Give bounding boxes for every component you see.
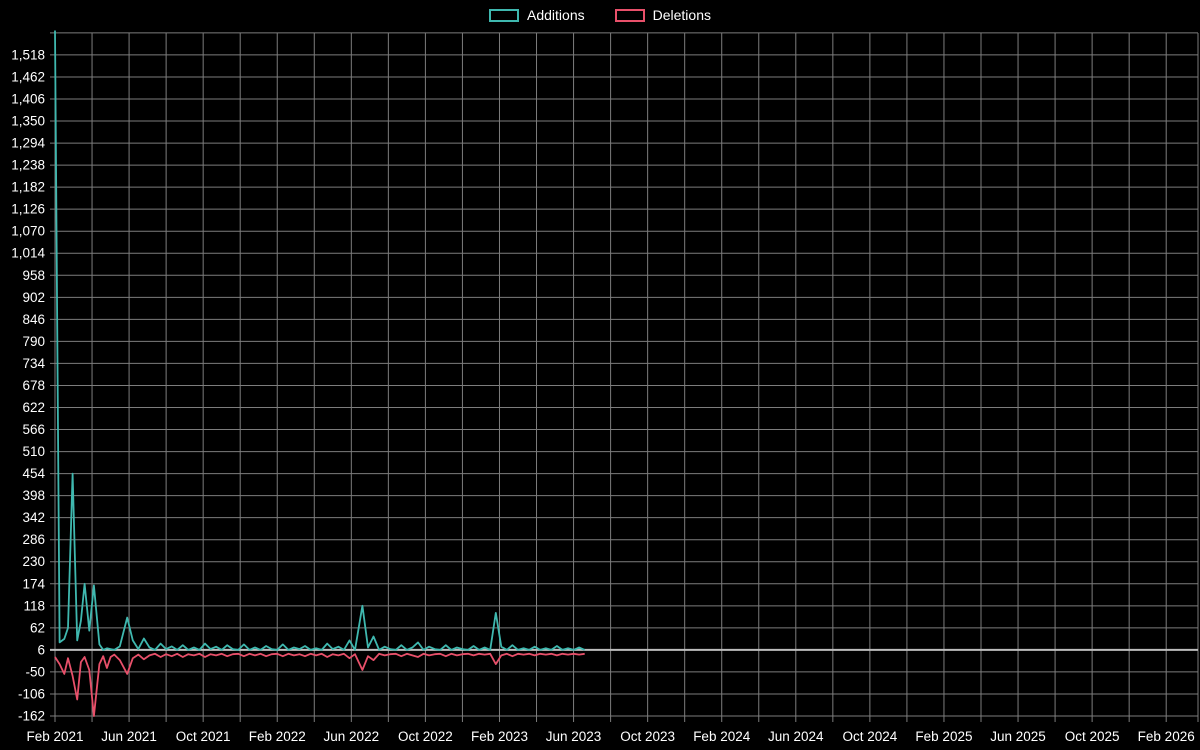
vertical-gridlines	[54, 33, 1199, 722]
x-tick-label: Jun 2023	[546, 729, 602, 744]
y-tick-label: 566	[22, 422, 45, 437]
y-tick-label: -106	[18, 686, 45, 701]
deletions-swatch-icon	[614, 8, 645, 22]
y-tick-label: 398	[22, 488, 45, 503]
x-tick-label: Jun 2021	[101, 729, 157, 744]
y-tick-label: 1,462	[11, 69, 45, 84]
y-tick-label: 790	[22, 334, 45, 349]
y-tick-label: 174	[22, 576, 45, 591]
y-tick-label: 1,518	[11, 47, 45, 62]
x-tick-label: Oct 2025	[1065, 729, 1120, 744]
y-tick-label: 622	[22, 400, 45, 415]
y-tick-label: 1,406	[11, 91, 45, 106]
y-tick-label: 734	[22, 356, 45, 371]
x-tick-label: Jun 2022	[324, 729, 380, 744]
legend-item-additions[interactable]: Additions	[489, 7, 585, 23]
y-tick-label: 958	[22, 268, 45, 283]
additions-swatch-icon	[489, 8, 520, 22]
y-tick-label: 286	[22, 532, 45, 547]
y-tick-label: -162	[18, 709, 45, 724]
x-tick-label: Feb 2025	[915, 729, 972, 744]
y-tick-label: 1,014	[11, 246, 45, 261]
y-tick-label: 1,126	[11, 202, 45, 217]
y-tick-label: 678	[22, 378, 45, 393]
x-tick-label: Jun 2024	[768, 729, 824, 744]
x-tick-label: Oct 2021	[176, 729, 231, 744]
x-tick-label: Oct 2023	[620, 729, 675, 744]
legend-label-additions: Additions	[527, 7, 585, 23]
y-tick-label: 1,070	[11, 224, 45, 239]
y-tick-label: 846	[22, 312, 45, 327]
y-axis-labels: -162 -106 -50 6 62 118 174 230 286 342 398 454 510 56…	[11, 47, 45, 723]
y-tick-label: 118	[23, 598, 45, 613]
y-tick-label: 454	[22, 466, 45, 481]
y-tick-label: 1,350	[11, 114, 45, 129]
x-tick-label: Jun 2025	[990, 729, 1046, 744]
x-tick-label: Feb 2021	[26, 729, 83, 744]
y-tick-label: 1,238	[11, 158, 45, 173]
chart-legend: Additions Deletions	[0, 7, 1200, 23]
x-tick-label: Feb 2024	[693, 729, 751, 744]
legend-label-deletions: Deletions	[652, 7, 711, 23]
y-tick-label: 62	[30, 620, 45, 635]
y-tick-label: 342	[22, 510, 45, 525]
x-tick-label: Feb 2026	[1138, 729, 1195, 744]
x-tick-label: Feb 2023	[471, 729, 528, 744]
series-line-deletions	[54, 652, 585, 717]
series-line-additions	[54, 30, 586, 651]
legend-item-deletions[interactable]: Deletions	[614, 7, 711, 23]
x-tick-label: Feb 2022	[249, 729, 306, 744]
x-tick-label: Oct 2022	[398, 729, 453, 744]
y-tick-label: 510	[22, 444, 45, 459]
y-tick-label: -50	[25, 664, 45, 679]
horizontal-gridlines	[50, 32, 1198, 717]
y-tick-label: 902	[22, 290, 45, 305]
y-tick-label: 6	[37, 642, 45, 657]
y-tick-label: 230	[22, 554, 45, 569]
y-tick-label: 1,294	[11, 136, 45, 151]
y-tick-label: 1,182	[11, 180, 45, 195]
x-axis-labels: Feb 2021 Jun 2021 Oct 2021 Feb 2022 Jun 2022…	[26, 729, 1194, 744]
x-tick-label: Oct 2024	[842, 729, 897, 744]
